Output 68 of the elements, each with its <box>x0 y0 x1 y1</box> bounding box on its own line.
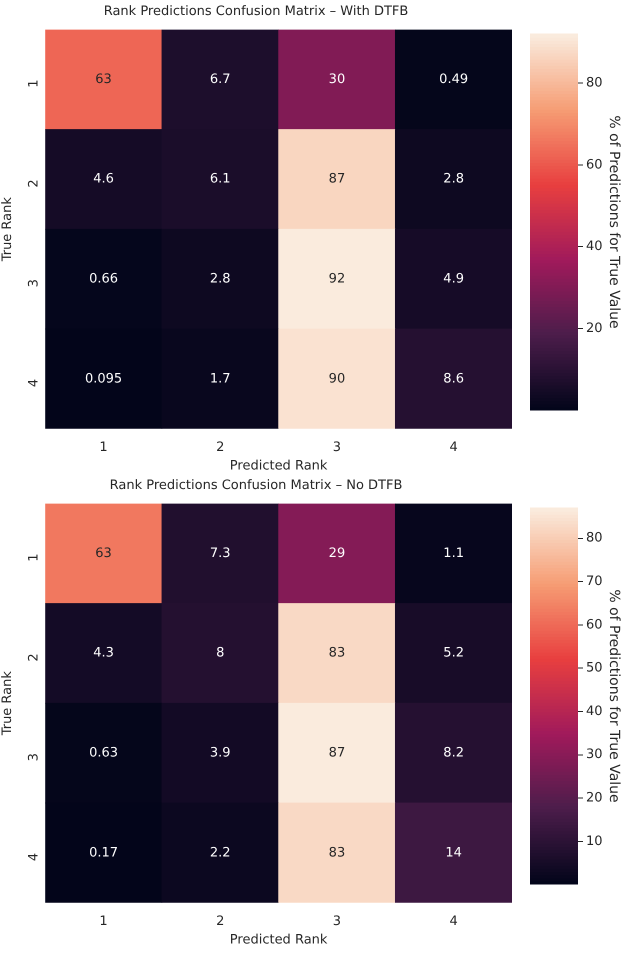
data-label: 63 <box>95 546 112 561</box>
color-bar-label: 20 <box>586 320 603 336</box>
x-tick-label: 4 <box>450 440 458 455</box>
color-bar-label: 40 <box>586 239 603 254</box>
y-tick-label: 4 <box>26 378 42 388</box>
data-label: 4.9 <box>443 271 464 286</box>
x-axis-title: Predicted Rank <box>230 458 328 474</box>
y-axis-title: True Rank <box>0 196 16 262</box>
chart-title: Rank Predictions Confusion Matrix – No DTFB <box>110 478 402 494</box>
data-label: 8.6 <box>443 371 464 386</box>
data-label: 90 <box>328 371 346 386</box>
data-label: 5.2 <box>443 646 464 661</box>
data-label: 14 <box>445 845 462 860</box>
data-label: 0.17 <box>89 845 118 860</box>
data-label: 87 <box>328 172 346 187</box>
color-bar-label: 80 <box>586 530 603 546</box>
color-bar-label: 20 <box>586 790 603 806</box>
x-axis-title: Predicted Rank <box>230 932 328 948</box>
data-label: 63 <box>95 72 112 87</box>
chart-title: Rank Predictions Confusion Matrix – With DTFB <box>104 4 408 20</box>
color-bar-label: 10 <box>586 834 603 849</box>
x-tick-label: 1 <box>99 914 108 929</box>
data-label: 2.8 <box>443 172 464 187</box>
y-tick-label: 3 <box>26 279 42 288</box>
color-bar-title: % of Predictions for True Value <box>606 115 622 329</box>
y-tick-label: 1 <box>26 554 42 562</box>
data-label: 2.8 <box>210 271 231 286</box>
data-label: 6.7 <box>210 72 231 87</box>
x-tick-label: 1 <box>99 440 108 455</box>
color-bar-label: 40 <box>586 704 603 719</box>
x-tick-label: 3 <box>332 440 342 455</box>
data-label: 6.1 <box>210 172 231 187</box>
y-axis-title: True Rank <box>0 670 16 736</box>
data-label: 30 <box>328 72 346 87</box>
data-label: 7.3 <box>210 546 231 561</box>
y-tick-label: 2 <box>26 179 42 188</box>
y-tick-label: 4 <box>26 852 42 862</box>
data-label: 4.6 <box>93 172 114 187</box>
data-label: 4.3 <box>93 646 114 661</box>
data-label: 92 <box>328 271 346 286</box>
data-label: 0.095 <box>84 371 122 386</box>
color-bar-label: 50 <box>586 660 603 676</box>
color-bar-label: 30 <box>586 747 603 762</box>
y-tick-label: 3 <box>26 753 42 762</box>
data-label: 1.7 <box>210 371 231 386</box>
y-tick-label: 2 <box>26 653 42 662</box>
color-bar-label: 60 <box>586 157 603 172</box>
y-tick-label: 1 <box>26 80 42 88</box>
data-label: 2.2 <box>210 845 231 860</box>
color-bar-label: 80 <box>586 75 603 90</box>
data-label: 0.66 <box>89 271 118 286</box>
x-tick-label: 3 <box>332 914 342 929</box>
data-label: 1.1 <box>443 546 464 561</box>
data-label: 29 <box>328 546 346 561</box>
data-label: 87 <box>328 745 346 760</box>
data-label: 3.9 <box>210 745 231 760</box>
color-bar-label: 60 <box>586 617 603 632</box>
color-bar-title: % of Predictions for True Value <box>606 589 622 803</box>
data-label: 8.2 <box>443 745 464 760</box>
data-label: 0.63 <box>89 745 118 760</box>
data-label: 83 <box>328 845 346 860</box>
x-tick-label: 4 <box>450 914 458 929</box>
color-bar-label: 70 <box>586 574 603 589</box>
x-tick-label: 2 <box>216 440 224 455</box>
x-tick-label: 2 <box>216 914 224 929</box>
data-label: 0.49 <box>439 72 468 87</box>
data-label: 83 <box>328 646 346 661</box>
data-label: 8 <box>216 646 224 661</box>
